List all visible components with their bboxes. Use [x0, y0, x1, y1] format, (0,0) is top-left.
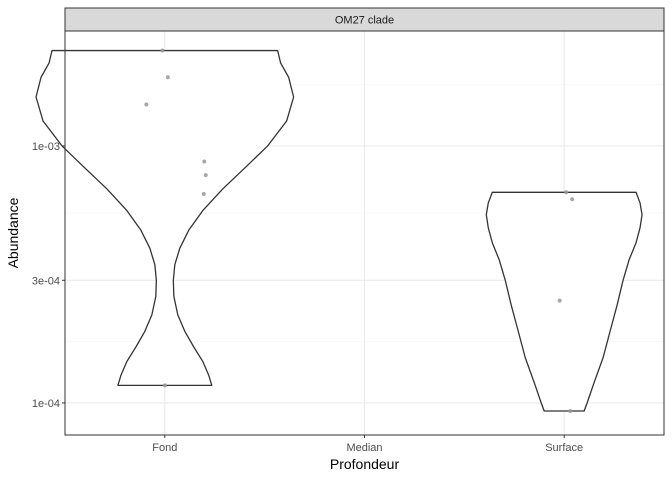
- data-point: [570, 197, 575, 202]
- data-point: [203, 173, 208, 178]
- y-tick-label: 1e-04: [32, 398, 60, 410]
- data-point: [165, 75, 170, 80]
- data-point: [564, 190, 569, 195]
- x-axis-title: Profondeur: [330, 456, 400, 472]
- data-points: [144, 48, 575, 413]
- data-point: [568, 408, 573, 413]
- data-point: [201, 191, 206, 196]
- x-axis: Fond Median Surface: [152, 435, 583, 454]
- data-point: [144, 102, 149, 107]
- facet-strip-label: OM27 clade: [335, 15, 394, 27]
- y-axis: 1e-04 3e-04 1e-03: [32, 141, 65, 410]
- y-tick-label: 3e-04: [32, 275, 60, 287]
- facet-strip: OM27 clade: [64, 7, 665, 32]
- violin-surface: [485, 191, 643, 412]
- violin-fond: [35, 49, 295, 387]
- data-point: [202, 159, 207, 164]
- x-tick-label: Fond: [152, 442, 177, 454]
- y-axis-title: Abundance: [5, 197, 21, 268]
- x-tick-label: Surface: [545, 442, 583, 454]
- violins: [35, 49, 643, 412]
- y-tick-label: 1e-03: [32, 141, 60, 153]
- data-point: [557, 298, 562, 303]
- data-point: [162, 383, 167, 388]
- data-point: [160, 48, 165, 53]
- x-tick-label: Median: [346, 442, 382, 454]
